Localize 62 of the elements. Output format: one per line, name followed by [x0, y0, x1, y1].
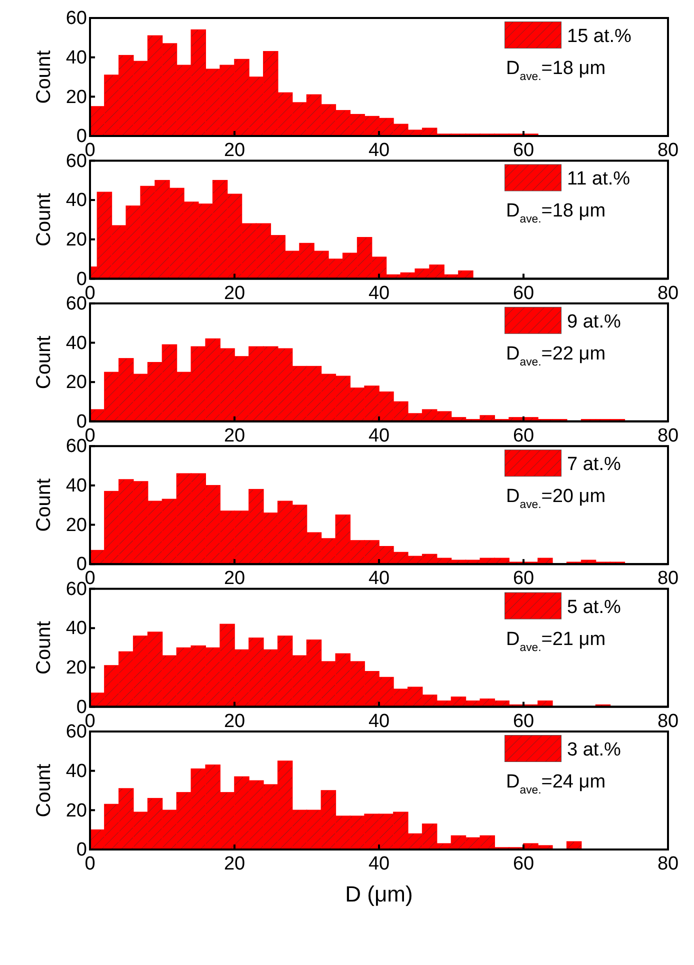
y-tick-label: 20 — [66, 372, 87, 394]
y-axis-title: Count — [33, 478, 55, 532]
x-tick-label: 60 — [512, 710, 534, 732]
y-tick-label: 0 — [76, 411, 87, 432]
x-tick-label: 40 — [368, 140, 390, 162]
y-tick-label: 20 — [66, 800, 87, 822]
y-tick-label: 40 — [66, 760, 87, 782]
annotation: D$_{ave.}$=20 μm — [506, 486, 606, 512]
x-tick-label: 80 — [657, 710, 679, 732]
x-tick-label: 80 — [657, 854, 679, 875]
legend-label: 3 at.% — [567, 740, 621, 760]
annotation: D$_{ave.}$=18 μm — [506, 58, 606, 83]
x-tick-label: 60 — [512, 568, 534, 590]
x-tick-label: 40 — [368, 854, 390, 875]
y-axis-title: Count — [33, 50, 55, 104]
x-tick-label: 20 — [224, 854, 246, 875]
x-tick-label: 40 — [368, 710, 390, 732]
x-tick-label: 60 — [512, 426, 534, 446]
x-tick-label: 80 — [657, 568, 679, 590]
x-tick-label: 20 — [224, 282, 246, 304]
legend-label: 11 at.% — [567, 168, 630, 190]
x-tick-label: 20 — [224, 426, 246, 446]
y-tick-label: 60 — [66, 8, 87, 30]
y-axis-title: Count — [33, 620, 55, 674]
x-tick-label: 80 — [657, 426, 679, 446]
y-tick-label: 20 — [66, 514, 87, 536]
x-tick-label: 60 — [512, 140, 534, 162]
annotation: D$_{ave.}$=21 μm — [506, 628, 606, 654]
annotation: D$_{ave.}$=18 μm — [506, 200, 606, 226]
x-tick-label: 80 — [657, 282, 679, 304]
y-tick-label: 20 — [66, 86, 87, 108]
y-tick-label: 40 — [66, 476, 87, 497]
annotation: D$_{ave.}$=22 μm — [506, 343, 606, 368]
y-tick-label: 0 — [76, 268, 87, 290]
x-tick-label: 40 — [368, 426, 390, 446]
y-tick-label: 0 — [76, 126, 87, 148]
x-tick-label: 80 — [657, 140, 679, 162]
legend-label: 5 at.% — [567, 596, 621, 618]
x-tick-label: 20 — [224, 140, 246, 162]
legend-label: 15 at.% — [567, 26, 632, 47]
y-tick-label: 40 — [66, 190, 87, 212]
y-tick-label: 20 — [66, 658, 87, 679]
y-axis-title: Count — [33, 763, 55, 818]
y-tick-label: 40 — [66, 47, 87, 68]
x-tick-label: 40 — [368, 568, 390, 590]
x-tick-label: 60 — [512, 854, 534, 875]
y-tick-label: 0 — [76, 554, 87, 576]
y-tick-label: 20 — [66, 229, 87, 250]
x-tick-label: 60 — [512, 282, 534, 304]
y-axis-title: Count — [33, 192, 55, 246]
y-tick-label: 40 — [66, 332, 87, 354]
y-axis-title: Count — [33, 335, 55, 390]
y-tick-label: 0 — [76, 696, 87, 718]
x-axis-title: D (μm) — [345, 882, 413, 906]
annotation: D$_{ave.}$=24 μm — [506, 772, 606, 796]
legend-label: 7 at.% — [567, 454, 621, 476]
x-tick-label: 40 — [368, 282, 390, 304]
y-tick-label: 0 — [76, 840, 87, 861]
x-tick-label: 20 — [224, 568, 246, 590]
y-tick-label: 40 — [66, 618, 87, 640]
x-tick-label: 20 — [224, 710, 246, 732]
legend-label: 9 at.% — [567, 311, 621, 332]
